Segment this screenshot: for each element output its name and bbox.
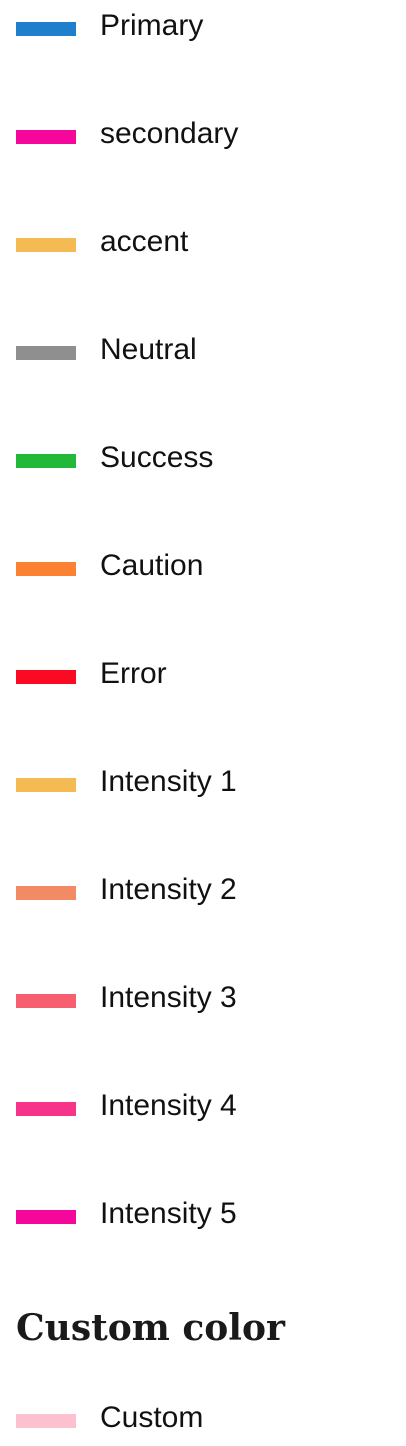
- legend-label: Intensity 1: [100, 765, 237, 798]
- color-swatch: [16, 130, 76, 144]
- legend-label: Intensity 4: [100, 1089, 237, 1122]
- color-swatch: [16, 778, 76, 792]
- legend-label: Primary: [100, 9, 204, 42]
- color-swatch: [16, 238, 76, 252]
- legend-item-secondary: secondary: [16, 108, 396, 150]
- legend-item-intensity-2: Intensity 2: [16, 864, 396, 906]
- color-swatch: [16, 670, 76, 684]
- legend-label: Intensity 5: [100, 1197, 237, 1230]
- legend-label: secondary: [100, 117, 239, 150]
- legend-item-accent: accent: [16, 216, 396, 258]
- color-swatch: [16, 22, 76, 36]
- color-swatch: [16, 1102, 76, 1116]
- color-swatch: [16, 1414, 76, 1428]
- legend-item-primary: Primary: [16, 0, 396, 42]
- legend-label: Success: [100, 441, 214, 474]
- legend-item-neutral: Neutral: [16, 324, 396, 366]
- legend-label: Intensity 2: [100, 873, 237, 906]
- color-swatch: [16, 886, 76, 900]
- legend-item-intensity-4: Intensity 4: [16, 1080, 396, 1122]
- legend-item-success: Success: [16, 432, 396, 474]
- color-swatch: [16, 454, 76, 468]
- legend-item-intensity-1: Intensity 1: [16, 756, 396, 798]
- legend-label: Intensity 3: [100, 981, 237, 1014]
- legend-item-error: Error: [16, 648, 396, 690]
- legend-item-custom: Custom: [16, 1392, 396, 1434]
- legend-label: Custom: [100, 1401, 204, 1434]
- color-swatch: [16, 346, 76, 360]
- legend-label: accent: [100, 225, 189, 258]
- color-swatch: [16, 994, 76, 1008]
- section-title-custom-color: Custom color: [16, 1307, 285, 1349]
- color-swatch: [16, 1210, 76, 1224]
- legend-label: Error: [100, 657, 167, 690]
- legend-label: Neutral: [100, 333, 197, 366]
- legend-item-caution: Caution: [16, 540, 396, 582]
- color-swatch: [16, 562, 76, 576]
- legend-label: Caution: [100, 549, 204, 582]
- legend-item-intensity-5: Intensity 5: [16, 1188, 396, 1230]
- legend-item-intensity-3: Intensity 3: [16, 972, 396, 1014]
